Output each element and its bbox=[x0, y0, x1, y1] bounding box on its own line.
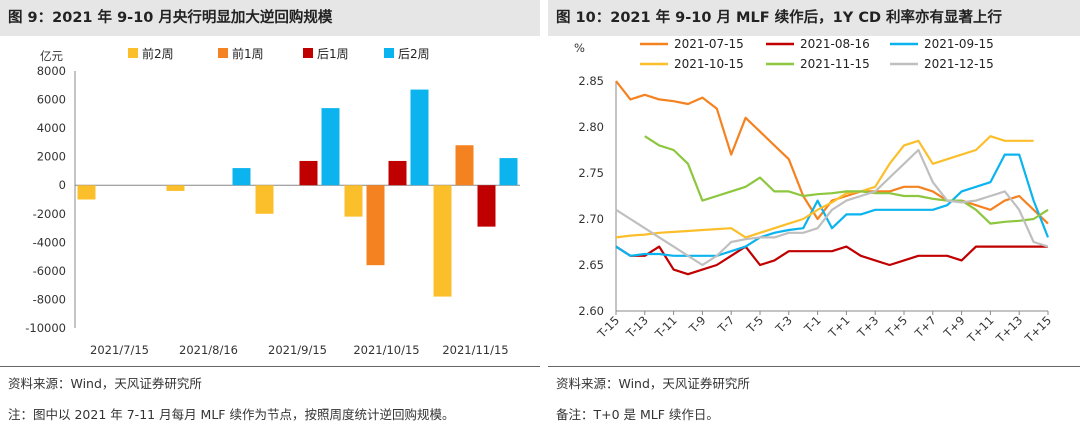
bar-y-axis-unit: 亿元 bbox=[40, 49, 63, 63]
line-series-2 bbox=[615, 153, 1050, 257]
line-series-5 bbox=[615, 148, 1049, 267]
line-x-tick-13: T+11 bbox=[964, 313, 997, 346]
line-y-tick-0: 2.60 bbox=[578, 304, 604, 318]
line-y-tick-1: 2.65 bbox=[578, 258, 604, 272]
line-series-0 bbox=[615, 80, 1049, 225]
line-chart: %2.602.652.702.752.802.85T-15 T-13 T-11 T-9… bbox=[574, 37, 1054, 346]
bar-y-tick-1: -8000 bbox=[33, 292, 66, 306]
line-y-tick-2: 2.70 bbox=[578, 212, 604, 226]
line-x-tick-14: T+13 bbox=[993, 313, 1026, 346]
bar-y-tick-8: 6000 bbox=[37, 93, 66, 107]
bar-x-tick-2: 2021/9/15 bbox=[268, 343, 327, 357]
line-y-tick-5: 2.85 bbox=[578, 74, 604, 88]
line-x-tick-1: T-13 bbox=[623, 313, 651, 341]
line-y-tick-3: 2.75 bbox=[578, 166, 604, 180]
line-x-tick-11: T+7 bbox=[911, 313, 939, 341]
bar-x-tick-0: 2021/7/15 bbox=[90, 343, 149, 357]
right-figure-panel: 图 10：2021 年 9-10 月 MLF 续作后，1Y CD 利率亦有显著上… bbox=[548, 0, 1080, 430]
line-x-tick-12: T+9 bbox=[940, 313, 968, 341]
bar-y-tick-4: -2000 bbox=[33, 207, 66, 221]
bar-2-3 bbox=[388, 160, 407, 186]
line-x-tick-5: T-5 bbox=[743, 313, 766, 336]
bar-1-4 bbox=[455, 145, 474, 186]
line-x-tick-4: T-7 bbox=[714, 313, 737, 336]
line-series-1 bbox=[615, 245, 1048, 276]
bar-2-2 bbox=[299, 160, 318, 186]
line-x-tick-6: T-3 bbox=[772, 313, 795, 336]
bar-legend-swatch-2 bbox=[303, 48, 313, 58]
bar-legend-swatch-0 bbox=[128, 48, 138, 58]
bar-y-tick-7: 4000 bbox=[37, 121, 66, 135]
left-source-note: 资料来源：Wind，天风证券研究所 bbox=[8, 376, 202, 391]
line-x-tick-15: T+15 bbox=[1021, 313, 1054, 346]
left-figure-title: 图 9：2021 年 9-10 月央行明显加大逆回购规模 bbox=[0, 0, 540, 36]
line-x-tick-9: T+3 bbox=[854, 313, 882, 341]
left-figure-panel: 图 9：2021 年 9-10 月央行明显加大逆回购规模 亿元 -10000 -80… bbox=[0, 0, 540, 422]
bar-legend-swatch-1 bbox=[218, 48, 228, 58]
line-legend-label-1: 2021-08-16 bbox=[800, 37, 870, 51]
line-x-tick-10: T+5 bbox=[883, 313, 911, 341]
bar-chart: 亿元 -10000 -8000 -6000 -4000 -2000 0 2000 4000 600… bbox=[25, 46, 520, 357]
right-divider bbox=[548, 366, 1080, 367]
bar-legend-label-1: 前1周 bbox=[232, 46, 264, 61]
right-source-note: 资料来源：Wind，天风证券研究所 bbox=[556, 376, 750, 391]
bar-y-tick-3: -4000 bbox=[33, 235, 66, 249]
line-x-tick-8: T+1 bbox=[825, 313, 853, 341]
bar-0-2 bbox=[255, 185, 274, 214]
line-series-4 bbox=[644, 135, 1049, 225]
line-y-axis-unit: % bbox=[574, 41, 585, 55]
bar-x-tick-4: 2021/11/15 bbox=[442, 343, 508, 357]
line-y-tick-4: 2.80 bbox=[578, 120, 604, 134]
bar-2-4 bbox=[477, 185, 496, 227]
bar-y-tick-0: -10000 bbox=[25, 321, 66, 335]
bar-0-1 bbox=[166, 185, 185, 191]
line-legend-label-5: 2021-12-15 bbox=[924, 57, 994, 71]
line-legend-label-0: 2021-07-15 bbox=[674, 37, 744, 51]
bar-x-tick-1: 2021/8/16 bbox=[179, 343, 238, 357]
right-figure-title: 图 10：2021 年 9-10 月 MLF 续作后，1Y CD 利率亦有显著上… bbox=[548, 0, 1080, 36]
bar-y-tick-5: 0 bbox=[59, 178, 66, 192]
bar-3-4 bbox=[499, 158, 518, 186]
bar-legend-label-0: 前2周 bbox=[142, 46, 174, 61]
bar-legend-swatch-3 bbox=[384, 48, 394, 58]
line-x-tick-3: T-9 bbox=[686, 313, 709, 336]
line-legend-label-2: 2021-09-15 bbox=[924, 37, 994, 51]
line-legend-label-3: 2021-10-15 bbox=[674, 57, 744, 71]
bar-1-3 bbox=[366, 185, 385, 266]
bar-3-1 bbox=[232, 168, 251, 186]
left-divider bbox=[0, 366, 540, 367]
bar-0-3 bbox=[344, 185, 363, 217]
bar-0-0 bbox=[77, 185, 96, 200]
bar-y-tick-6: 2000 bbox=[37, 150, 66, 164]
bar-y-tick-2: -6000 bbox=[33, 264, 66, 278]
bar-legend-label-2: 后1周 bbox=[317, 47, 349, 61]
bar-3-2 bbox=[321, 108, 340, 186]
bar-3-3 bbox=[410, 89, 429, 186]
bar-legend-label-3: 后2周 bbox=[398, 47, 430, 61]
right-footnote: 备注：T+0 是 MLF 续作日。 bbox=[556, 407, 719, 422]
bar-y-tick-9: 8000 bbox=[37, 64, 66, 78]
bar-0-4 bbox=[433, 185, 452, 297]
line-x-tick-2: T-11 bbox=[652, 313, 680, 341]
line-series-3 bbox=[615, 135, 1034, 239]
line-legend-label-4: 2021-11-15 bbox=[800, 57, 870, 71]
line-x-tick-7: T-1 bbox=[801, 313, 824, 336]
left-footnote: 注：图中以 2021 年 7-11 月每月 MLF 续作为节点，按照周度统计逆回… bbox=[8, 407, 455, 422]
bar-x-tick-3: 2021/10/15 bbox=[353, 343, 419, 357]
